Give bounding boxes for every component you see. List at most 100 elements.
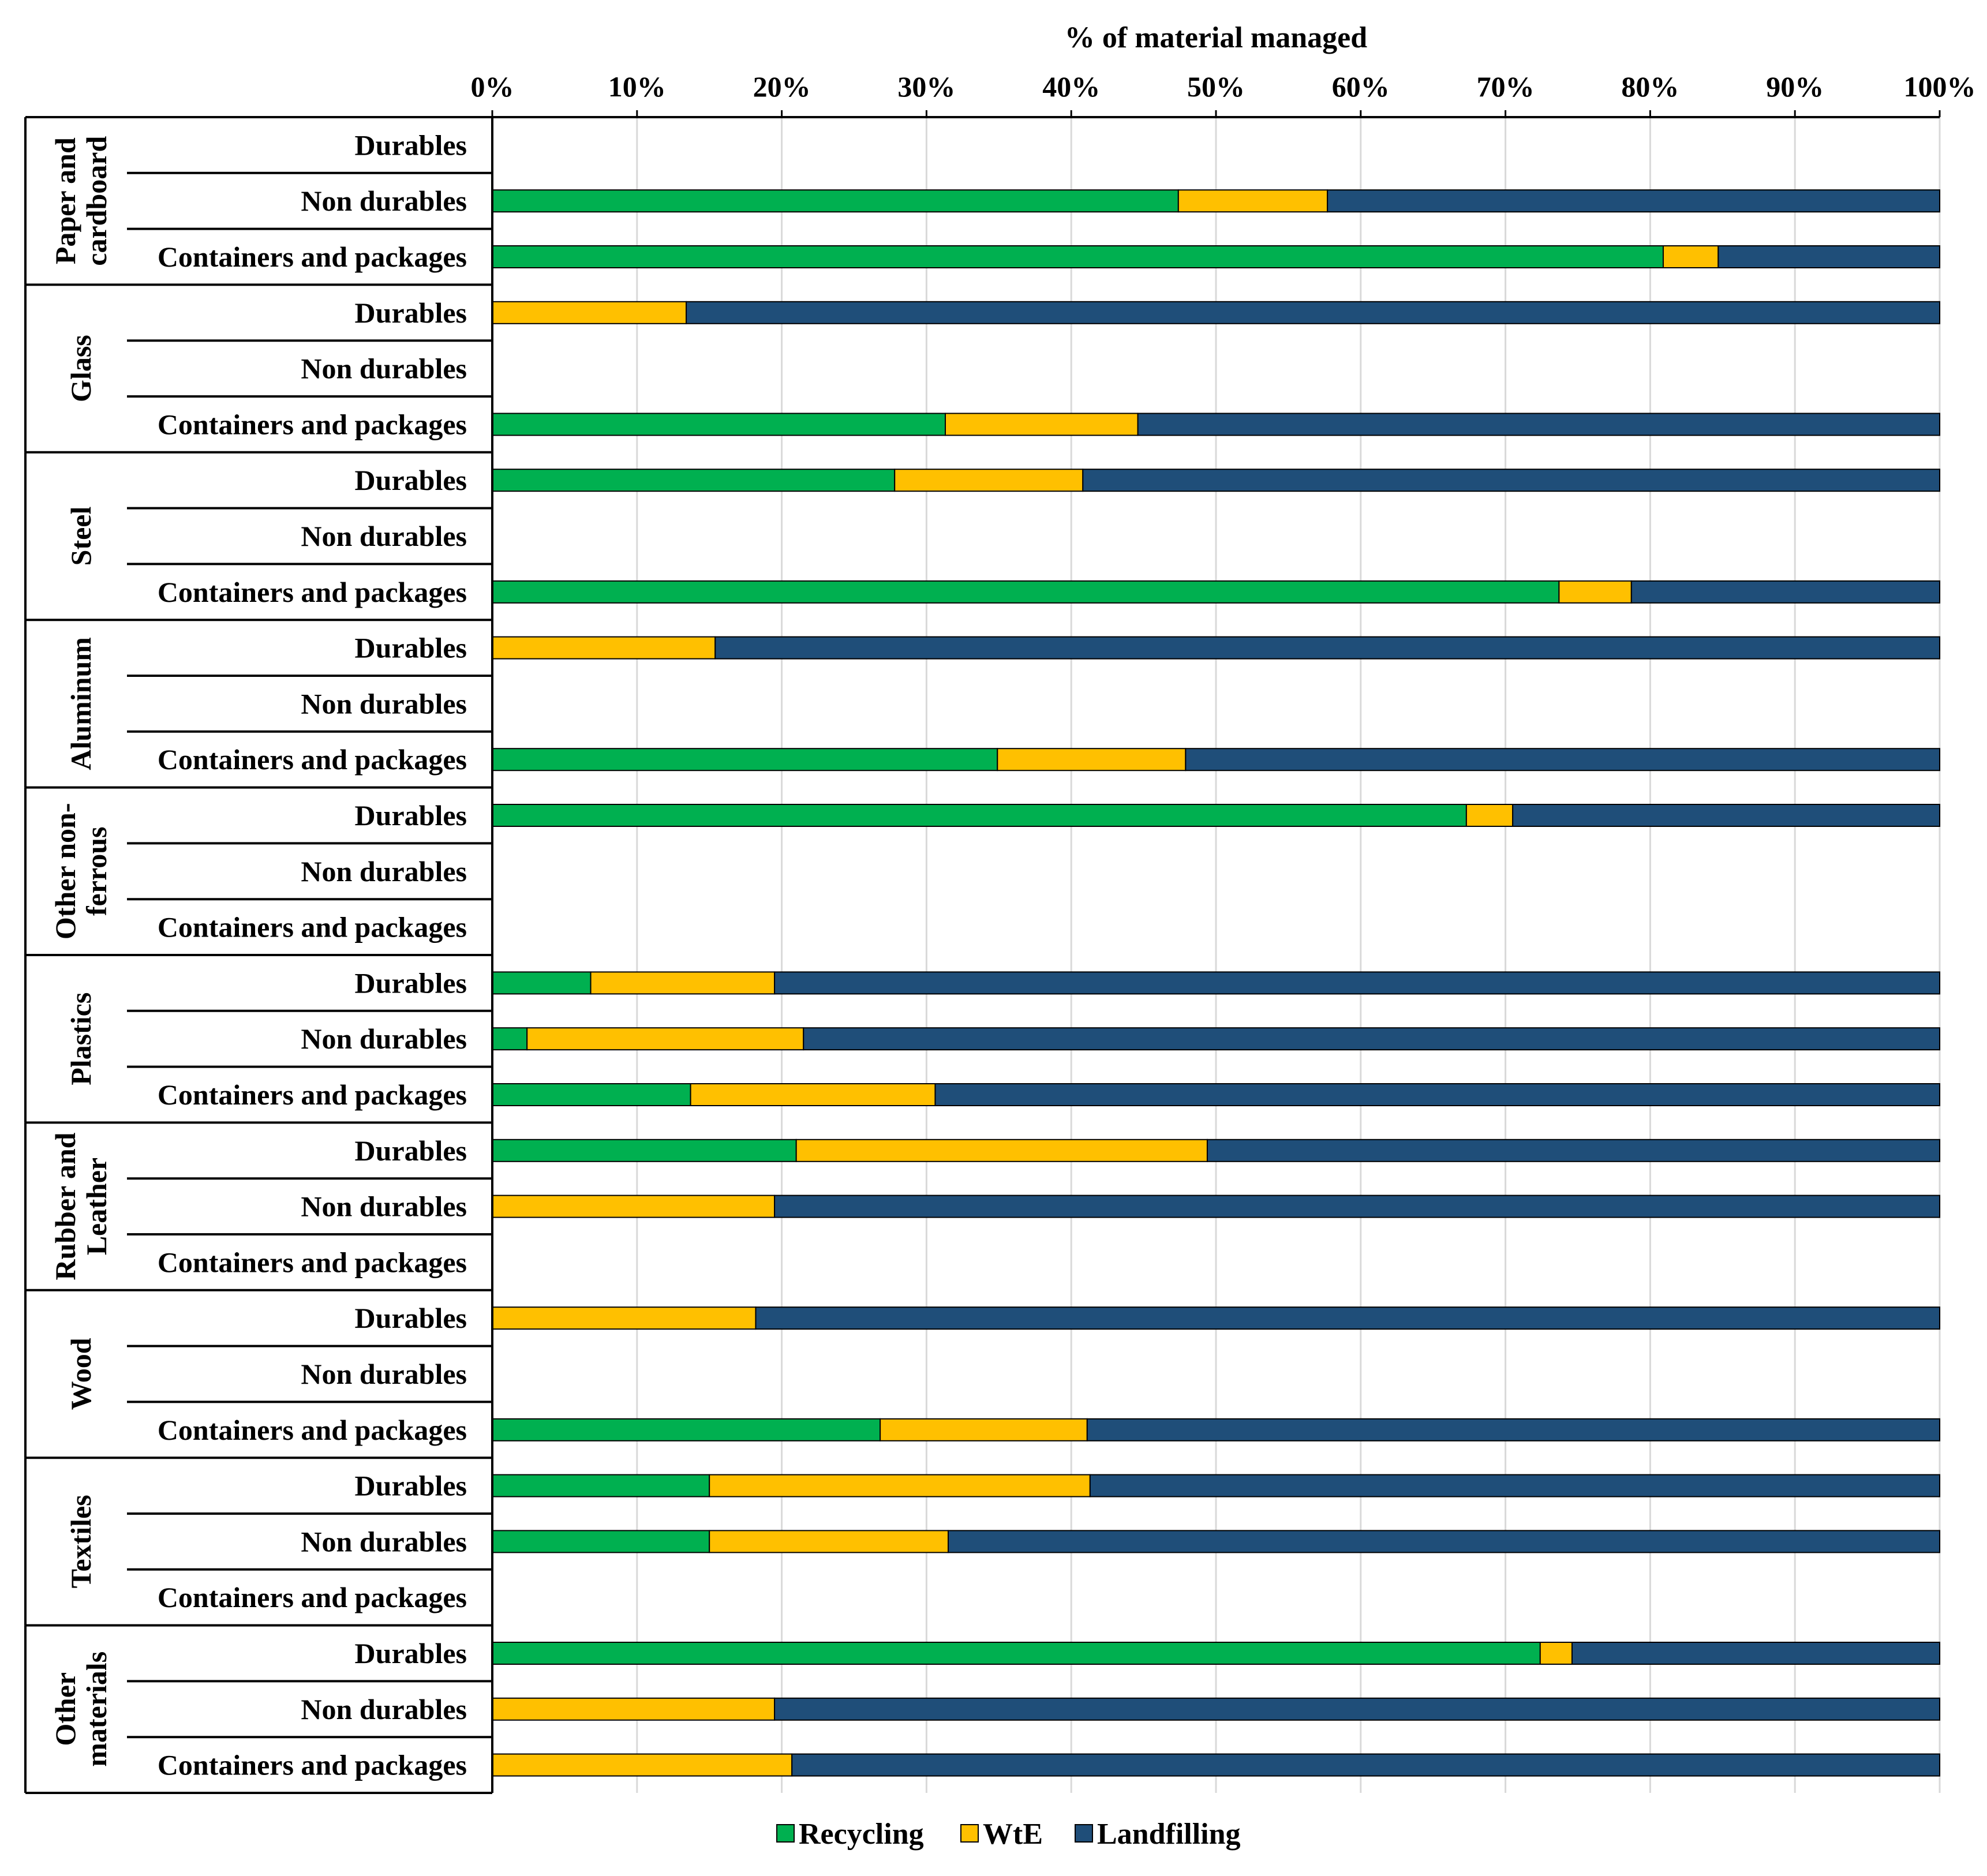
- group-label-line: ferrous: [80, 827, 113, 916]
- row-label: Durables: [355, 632, 467, 664]
- x-tick-label: 40%: [1042, 70, 1100, 103]
- group-label-line: materials: [80, 1652, 113, 1767]
- bar-wte: [894, 469, 1084, 492]
- row-label: Non durables: [301, 855, 467, 888]
- bar-wte: [590, 971, 776, 995]
- x-tick-label: 80%: [1621, 70, 1679, 103]
- bar-landfilling: [1185, 748, 1940, 772]
- bar-landfilling: [1571, 1642, 1940, 1665]
- bar-landfilling: [1082, 469, 1940, 492]
- row-label: Containers and packages: [158, 1079, 467, 1111]
- group-label-line: Glass: [65, 335, 97, 402]
- group-label-line: Steel: [65, 507, 97, 566]
- bar-wte: [795, 1139, 1208, 1162]
- group-label: Glass: [65, 335, 97, 402]
- bar-wte: [492, 1697, 776, 1721]
- group-label-line: Leather: [80, 1158, 113, 1255]
- x-tick-label: 70%: [1477, 70, 1535, 103]
- row-label: Non durables: [301, 520, 467, 552]
- bar-wte: [492, 1195, 776, 1218]
- legend-label-wte: WtE: [983, 1818, 1043, 1851]
- bar-wte: [1558, 580, 1632, 604]
- row-label: Durables: [355, 799, 467, 832]
- bar-landfilling: [714, 636, 1941, 660]
- bar-wte: [492, 1306, 757, 1330]
- row-label: Containers and packages: [158, 408, 467, 440]
- legend: Recycling WtE Landfilling: [776, 1818, 1241, 1851]
- group-label-line: Plastics: [65, 993, 97, 1085]
- bar-landfilling: [1630, 580, 1940, 604]
- group-label: Plastics: [65, 993, 97, 1085]
- bar-recycling: [492, 748, 998, 772]
- x-axis-title: % of material managed: [1065, 21, 1367, 54]
- bar-landfilling: [1512, 804, 1940, 827]
- row-label: Durables: [355, 464, 467, 496]
- x-tick-label: 30%: [897, 70, 955, 103]
- bar-wte: [492, 301, 687, 324]
- bar-recycling: [492, 469, 896, 492]
- group-label: Paper andcardboard: [49, 136, 113, 266]
- bar-wte: [1662, 245, 1719, 268]
- bar-recycling: [492, 580, 1560, 604]
- gridlines: [636, 117, 1941, 1793]
- row-label: Containers and packages: [158, 1581, 467, 1613]
- legend-label-recycling: Recycling: [799, 1818, 924, 1851]
- bar-wte: [709, 1474, 1091, 1497]
- group-label: Rubber andLeather: [49, 1132, 113, 1280]
- bar-recycling: [492, 1530, 710, 1553]
- row-label: Containers and packages: [158, 1749, 467, 1781]
- bar-recycling: [492, 1139, 797, 1162]
- x-tick-label: 20%: [753, 70, 811, 103]
- group-label-line: Other: [49, 1672, 81, 1746]
- group-label: Other non-ferrous: [49, 803, 113, 939]
- bar-landfilling: [755, 1306, 1940, 1330]
- group-label-line: Wood: [65, 1338, 97, 1410]
- bar-landfilling: [774, 1697, 1940, 1721]
- group-label-line: Rubber and: [49, 1132, 81, 1280]
- legend-label-landfilling: Landfilling: [1097, 1818, 1241, 1851]
- bar-landfilling: [774, 1195, 1940, 1218]
- bar-landfilling: [774, 971, 1940, 995]
- row-label: Containers and packages: [158, 1246, 467, 1278]
- row-label: Non durables: [301, 1190, 467, 1223]
- bar-recycling: [492, 245, 1664, 268]
- bar-recycling: [492, 1083, 691, 1106]
- bar-landfilling: [803, 1027, 1940, 1051]
- group-label-line: Textiles: [65, 1495, 97, 1588]
- bar-landfilling: [934, 1083, 1940, 1106]
- row-label: Non durables: [301, 353, 467, 385]
- bar-wte: [690, 1083, 936, 1106]
- group-label-line: Aluminum: [65, 637, 97, 770]
- bars: [492, 189, 1941, 1777]
- bar-wte: [492, 1753, 793, 1777]
- bar-wte: [1465, 804, 1514, 827]
- group-label-line: Paper and: [49, 137, 81, 264]
- legend-swatch-wte: [960, 1824, 979, 1843]
- bar-landfilling: [791, 1753, 1940, 1777]
- x-tick-label: 100%: [1904, 70, 1976, 103]
- row-label: Containers and packages: [158, 1414, 467, 1446]
- bar-landfilling: [1717, 245, 1940, 268]
- bar-landfilling: [1327, 189, 1940, 213]
- x-tick-label: 0%: [471, 70, 514, 103]
- bar-recycling: [492, 189, 1179, 213]
- row-label: Non durables: [301, 185, 467, 217]
- group-label-line: cardboard: [80, 136, 113, 266]
- row-label: Durables: [355, 129, 467, 161]
- bar-wte: [880, 1418, 1088, 1441]
- bar-landfilling: [1137, 413, 1940, 436]
- row-label: Non durables: [301, 1358, 467, 1390]
- group-label: Textiles: [65, 1495, 97, 1588]
- x-tick-label: 90%: [1766, 70, 1824, 103]
- bar-wte: [1177, 189, 1329, 213]
- bar-wte: [709, 1530, 949, 1553]
- bar-wte: [492, 636, 716, 660]
- row-label: Containers and packages: [158, 911, 467, 943]
- group-label: Othermaterials: [49, 1652, 113, 1767]
- bar-wte: [997, 748, 1187, 772]
- row-label: Non durables: [301, 1023, 467, 1055]
- bar-landfilling: [686, 301, 1940, 324]
- bar-landfilling: [1086, 1418, 1940, 1441]
- row-label: Durables: [355, 1302, 467, 1334]
